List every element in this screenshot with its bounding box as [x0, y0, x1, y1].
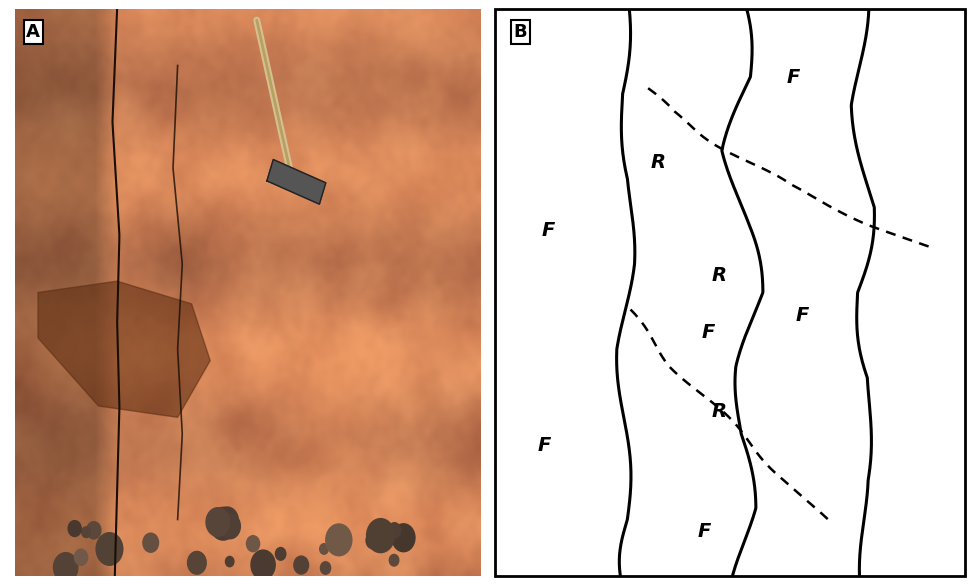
Circle shape	[81, 527, 90, 538]
Circle shape	[54, 553, 77, 582]
Text: R: R	[711, 266, 726, 285]
Circle shape	[294, 556, 309, 574]
Circle shape	[367, 532, 379, 549]
Text: F: F	[537, 436, 551, 455]
Text: F: F	[796, 306, 809, 325]
Circle shape	[69, 521, 81, 536]
Circle shape	[96, 533, 122, 565]
Circle shape	[206, 508, 229, 536]
Text: R: R	[650, 153, 665, 171]
Text: A: A	[26, 23, 40, 41]
Circle shape	[367, 519, 395, 553]
Circle shape	[216, 507, 238, 534]
Text: B: B	[514, 23, 527, 41]
Circle shape	[220, 514, 240, 539]
Circle shape	[325, 524, 352, 556]
Circle shape	[319, 543, 328, 554]
Circle shape	[251, 550, 275, 580]
Circle shape	[389, 555, 399, 566]
Text: F: F	[702, 323, 715, 342]
Circle shape	[392, 524, 415, 552]
Circle shape	[225, 556, 234, 567]
Circle shape	[187, 552, 206, 574]
Circle shape	[210, 507, 236, 540]
Polygon shape	[38, 281, 210, 417]
Circle shape	[320, 562, 330, 574]
Circle shape	[246, 536, 260, 552]
Polygon shape	[267, 160, 325, 204]
Circle shape	[86, 522, 101, 539]
Circle shape	[143, 533, 159, 552]
Circle shape	[388, 523, 401, 538]
Text: F: F	[697, 521, 710, 541]
Circle shape	[74, 549, 87, 565]
Text: R: R	[711, 402, 726, 421]
Text: F: F	[542, 221, 556, 240]
Text: F: F	[787, 67, 800, 87]
Circle shape	[275, 548, 286, 560]
